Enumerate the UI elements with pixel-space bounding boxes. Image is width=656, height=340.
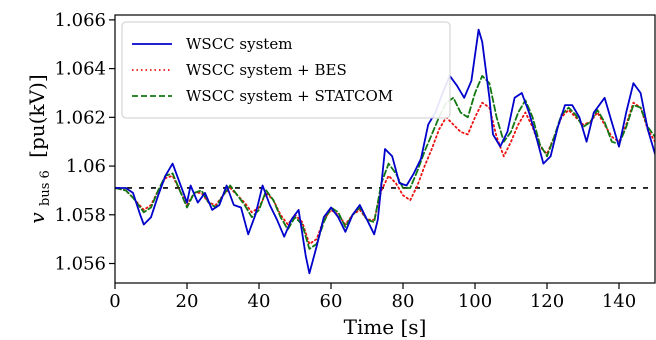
x-tick-label: 0 [109,291,120,312]
legend-label-bes: WSCC system + BES [186,61,347,79]
x-tick-label: 80 [392,291,415,312]
x-tick-label: 40 [248,291,271,312]
x-tick-label: 60 [320,291,343,312]
y-axis-label-units: [pu(kV)] [25,74,49,157]
y-axis: 1.056 1.058 1.06 1.062 1.064 1.066 [54,10,115,275]
y-tick-label: 1.056 [54,254,106,275]
y-axis-label: v bus 6 [pu(kV)] [25,74,54,223]
legend-box [121,21,451,119]
x-tick-label: 120 [530,291,564,312]
plot-lines [115,28,655,275]
y-tick-label: 1.066 [54,10,106,31]
x-axis-label: Time [s] [344,315,427,339]
x-tick-label: 140 [602,291,636,312]
y-axis-label-base: v [25,212,49,224]
y-axis-label-subscript: bus 6 [38,170,53,206]
series-line-wscc [115,28,655,275]
plot-frame [114,14,656,284]
y-tick-label: 1.062 [54,107,106,128]
x-tick-label: 20 [176,291,199,312]
legend-label-statcom: WSCC system + STATCOM [186,87,393,105]
legend: WSCC system WSCC system + BES WSCC syste… [121,21,451,119]
x-tick-label: 100 [458,291,492,312]
y-tick-label: 1.058 [54,205,106,226]
x-axis: 0 20 40 60 80 100 120 140 [109,283,636,312]
y-tick-label: 1.064 [54,59,106,80]
y-tick-label: 1.06 [66,156,106,177]
series-line-statcom [115,75,655,250]
legend-label-wscc: WSCC system [186,35,292,53]
